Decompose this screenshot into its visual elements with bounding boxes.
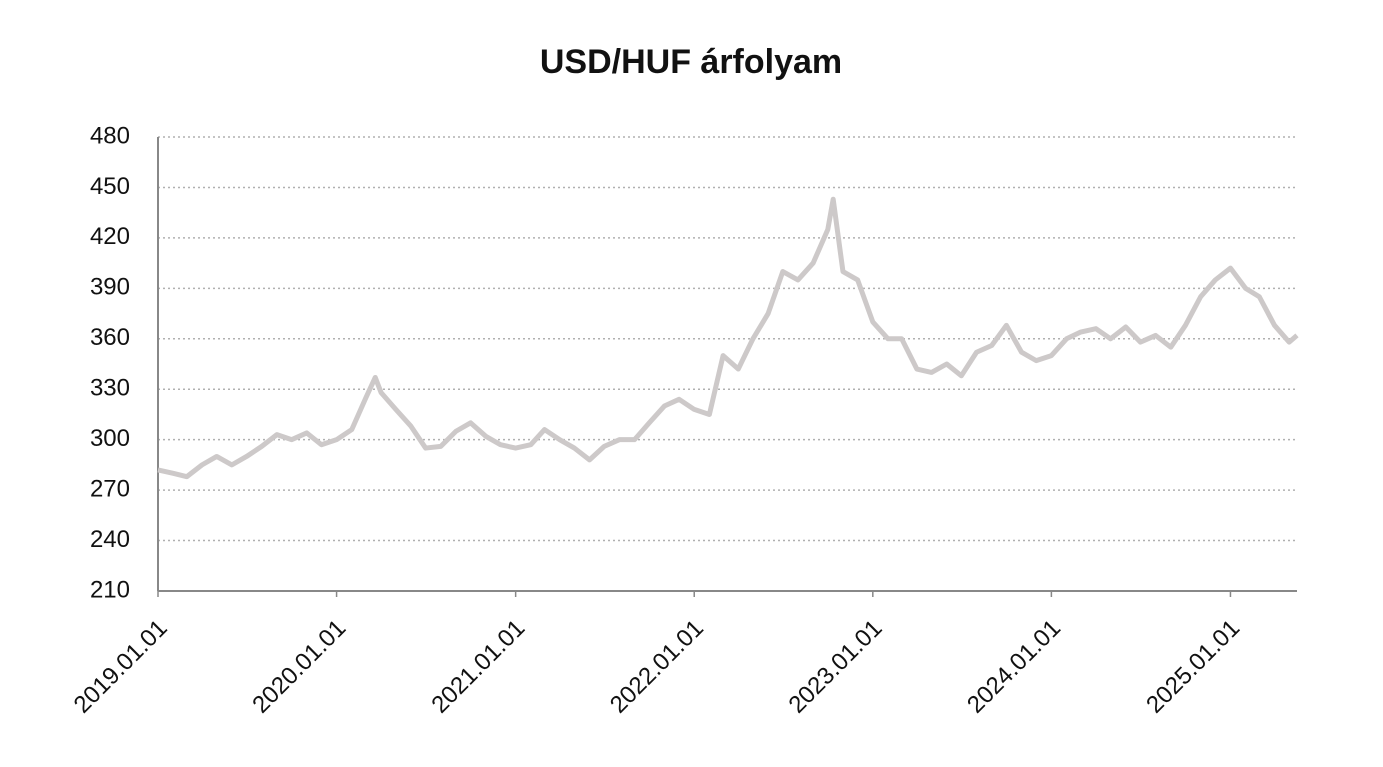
y-tick-label: 240 [90,526,130,553]
y-tick-label: 330 [90,375,130,402]
chart-title: USD/HUF árfolyam [540,43,842,81]
x-tick-label: 2024.01.01 [962,615,1066,719]
x-tick-label: 2022.01.01 [605,615,709,719]
x-tick-label: 2020.01.01 [247,615,351,719]
y-tick-label: 210 [90,576,130,603]
y-tick-label: 390 [90,274,130,301]
line [157,196,1299,480]
y-tick-label: 300 [90,425,130,452]
y-tick-label: 360 [90,324,130,351]
y-tick-label: 480 [90,122,130,149]
x-tick-label: 2025.01.01 [1141,615,1245,719]
x-tick-label: 2023.01.01 [784,615,888,719]
x-tick-label: 2021.01.01 [426,615,530,719]
x-tick-label: 2019.01.01 [69,615,173,719]
y-tick-label: 420 [90,223,130,250]
y-tick-label: 270 [90,475,130,502]
y-tick-label: 450 [90,173,130,200]
